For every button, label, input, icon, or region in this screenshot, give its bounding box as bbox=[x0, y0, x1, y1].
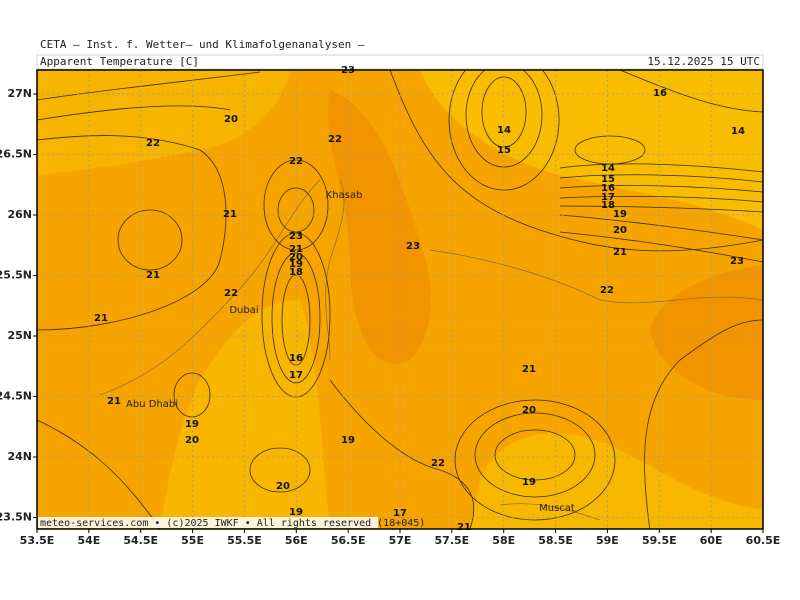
contour-label: 19 bbox=[289, 259, 303, 270]
x-tick-label: 57.5E bbox=[435, 534, 470, 547]
y-tick-label: 26N bbox=[7, 208, 32, 221]
contour-label: 17 bbox=[289, 370, 303, 381]
isoline bbox=[249, 447, 311, 493]
contour-label: 16 bbox=[653, 88, 667, 99]
isoline bbox=[474, 412, 596, 498]
y-tick-label: 25N bbox=[7, 329, 32, 342]
contour-label: 23 bbox=[730, 256, 744, 267]
x-tick-label: 60E bbox=[700, 534, 723, 547]
y-tick-label: 24N bbox=[7, 450, 32, 463]
city-label: Abu Dhabi bbox=[126, 399, 178, 410]
institute: CETA – Inst. f. Wetter– und Klimafolgena… bbox=[40, 38, 365, 51]
x-tick-label: 54.5E bbox=[123, 534, 158, 547]
contour-label: 19 bbox=[289, 507, 303, 518]
axis-ticks: 53.5E 54E 54.5E 55E 55.5E 56E 56.5E 57E 57.5E 58E… bbox=[0, 87, 780, 547]
contour-label: 21 bbox=[457, 522, 471, 533]
footer-box bbox=[38, 517, 378, 528]
field-warm-light bbox=[37, 70, 290, 175]
isoline bbox=[271, 252, 321, 384]
contour-label: 17 bbox=[601, 192, 615, 203]
contour-label: 19 bbox=[522, 477, 536, 488]
x-tick-label: 60.5E bbox=[746, 534, 781, 547]
city-label: Khasab bbox=[326, 190, 363, 201]
cities: Khasab Dubai Abu Dhabi Muscat bbox=[126, 190, 575, 514]
contour-label: 14 bbox=[731, 126, 745, 137]
coastline bbox=[99, 179, 763, 521]
isoline bbox=[117, 209, 183, 271]
x-tick-label: 53.5E bbox=[20, 534, 55, 547]
city-label: Dubai bbox=[229, 305, 258, 316]
field-warm-dark bbox=[327, 90, 431, 364]
x-tick-label: 57E bbox=[389, 534, 412, 547]
contour-label: 23 bbox=[406, 241, 420, 252]
contour-label: 20 bbox=[185, 435, 199, 446]
contour-label: 20 bbox=[224, 114, 238, 125]
contour-label: 20 bbox=[289, 252, 303, 263]
footer: meteo-services.com • (c)2025 IWKF • All … bbox=[40, 518, 425, 529]
contour-label: 19 bbox=[185, 419, 199, 430]
contour-label: 22 bbox=[328, 134, 342, 145]
field-warm-dark bbox=[650, 265, 763, 400]
y-tick-label: 23.5N bbox=[0, 511, 32, 524]
contour-label: 14 bbox=[601, 163, 615, 174]
y-tick-label: 27N bbox=[7, 87, 32, 100]
contour-label: 18 bbox=[601, 200, 615, 211]
contour-label: 20 bbox=[613, 225, 627, 236]
contour-label: 21 bbox=[146, 270, 160, 281]
x-tick-label: 58E bbox=[492, 534, 515, 547]
contour-label: 22 bbox=[146, 138, 160, 149]
contour-label: 20 bbox=[276, 481, 290, 492]
isoline bbox=[559, 163, 763, 263]
contour-label: 20 bbox=[522, 405, 536, 416]
contour-label: 16 bbox=[289, 353, 303, 364]
title: Apparent Temperature [C] bbox=[40, 55, 199, 68]
isoline bbox=[37, 70, 763, 529]
y-tick-label: 25.5N bbox=[0, 269, 32, 282]
x-tick-label: 58.5E bbox=[538, 534, 573, 547]
contour-label: 21 bbox=[94, 313, 108, 324]
contour-label: 22 bbox=[431, 458, 445, 469]
contour-label: 22 bbox=[289, 156, 303, 167]
title-box bbox=[36, 54, 764, 70]
y-tick-label: 26.5N bbox=[0, 148, 32, 161]
contour-label: 21 bbox=[613, 247, 627, 258]
x-tick-label: 59E bbox=[596, 534, 619, 547]
y-tick-label: 24.5N bbox=[0, 390, 32, 403]
x-tick-label: 56E bbox=[285, 534, 308, 547]
contour-label: 21 bbox=[107, 396, 121, 407]
isoline bbox=[454, 399, 616, 521]
field-warm-light bbox=[420, 70, 763, 230]
contour-label: 19 bbox=[613, 209, 627, 220]
contour-label: 21 bbox=[289, 244, 303, 255]
isoline bbox=[173, 372, 211, 418]
x-tick-label: 54E bbox=[77, 534, 100, 547]
field-warm-light bbox=[160, 300, 330, 529]
contour-label: 22 bbox=[224, 288, 238, 299]
x-tick-label: 59.5E bbox=[642, 534, 677, 547]
contour-label: 14 bbox=[497, 125, 511, 136]
x-tick-label: 55E bbox=[181, 534, 204, 547]
contour-label: 18 bbox=[289, 267, 303, 278]
contour-label: 15 bbox=[601, 174, 615, 185]
contour-label: 16 bbox=[601, 183, 615, 194]
contour-label: 19 bbox=[341, 435, 355, 446]
x-tick-label: 56.5E bbox=[331, 534, 366, 547]
contour-label: 15 bbox=[497, 145, 511, 156]
contour-label: 22 bbox=[600, 285, 614, 296]
contour-label: 23 bbox=[289, 231, 303, 242]
contour-label: 21 bbox=[223, 209, 237, 220]
contour-label: 17 bbox=[393, 508, 407, 519]
datetime: 15.12.2025 15 UTC bbox=[647, 55, 760, 68]
x-tick-label: 55.5E bbox=[227, 534, 262, 547]
city-label: Muscat bbox=[539, 503, 575, 514]
contour-label: 21 bbox=[522, 364, 536, 375]
isoline bbox=[494, 429, 576, 481]
